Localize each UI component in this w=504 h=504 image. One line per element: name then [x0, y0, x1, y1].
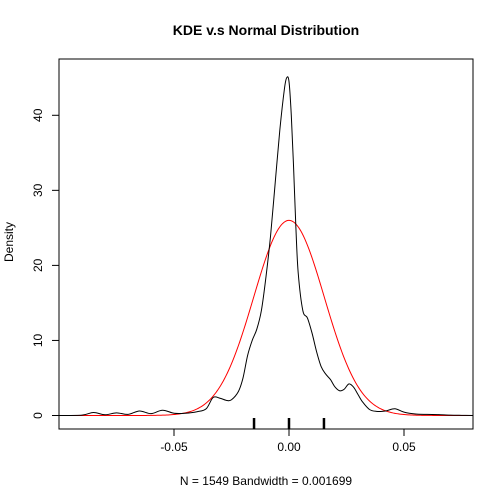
kde-density-line — [59, 76, 473, 416]
plot-frame — [58, 58, 474, 430]
x-axis-ticks: -0.05 0.00 0.05 — [160, 429, 416, 454]
chart-title: KDE v.s Normal Distribution — [173, 22, 359, 38]
normal-density-line — [59, 219, 473, 416]
x-axis-label: N = 1549 Bandwidth = 0.001699 — [180, 474, 352, 488]
y-tick-label-0: 0 — [31, 412, 45, 419]
rug-marks — [252, 418, 326, 429]
x-tick-label-2: 0.05 — [392, 440, 416, 454]
y-axis-ticks: 0 10 20 30 40 — [31, 108, 59, 419]
x-tick-label-1: 0.00 — [277, 440, 301, 454]
series-group — [59, 76, 473, 416]
y-tick-label-1: 10 — [31, 333, 45, 347]
y-axis-label: Density — [2, 222, 16, 262]
x-tick-label-0: -0.05 — [160, 440, 188, 454]
y-tick-label-2: 20 — [31, 258, 45, 272]
y-tick-label-4: 40 — [31, 108, 45, 122]
y-tick-label-3: 30 — [31, 183, 45, 197]
